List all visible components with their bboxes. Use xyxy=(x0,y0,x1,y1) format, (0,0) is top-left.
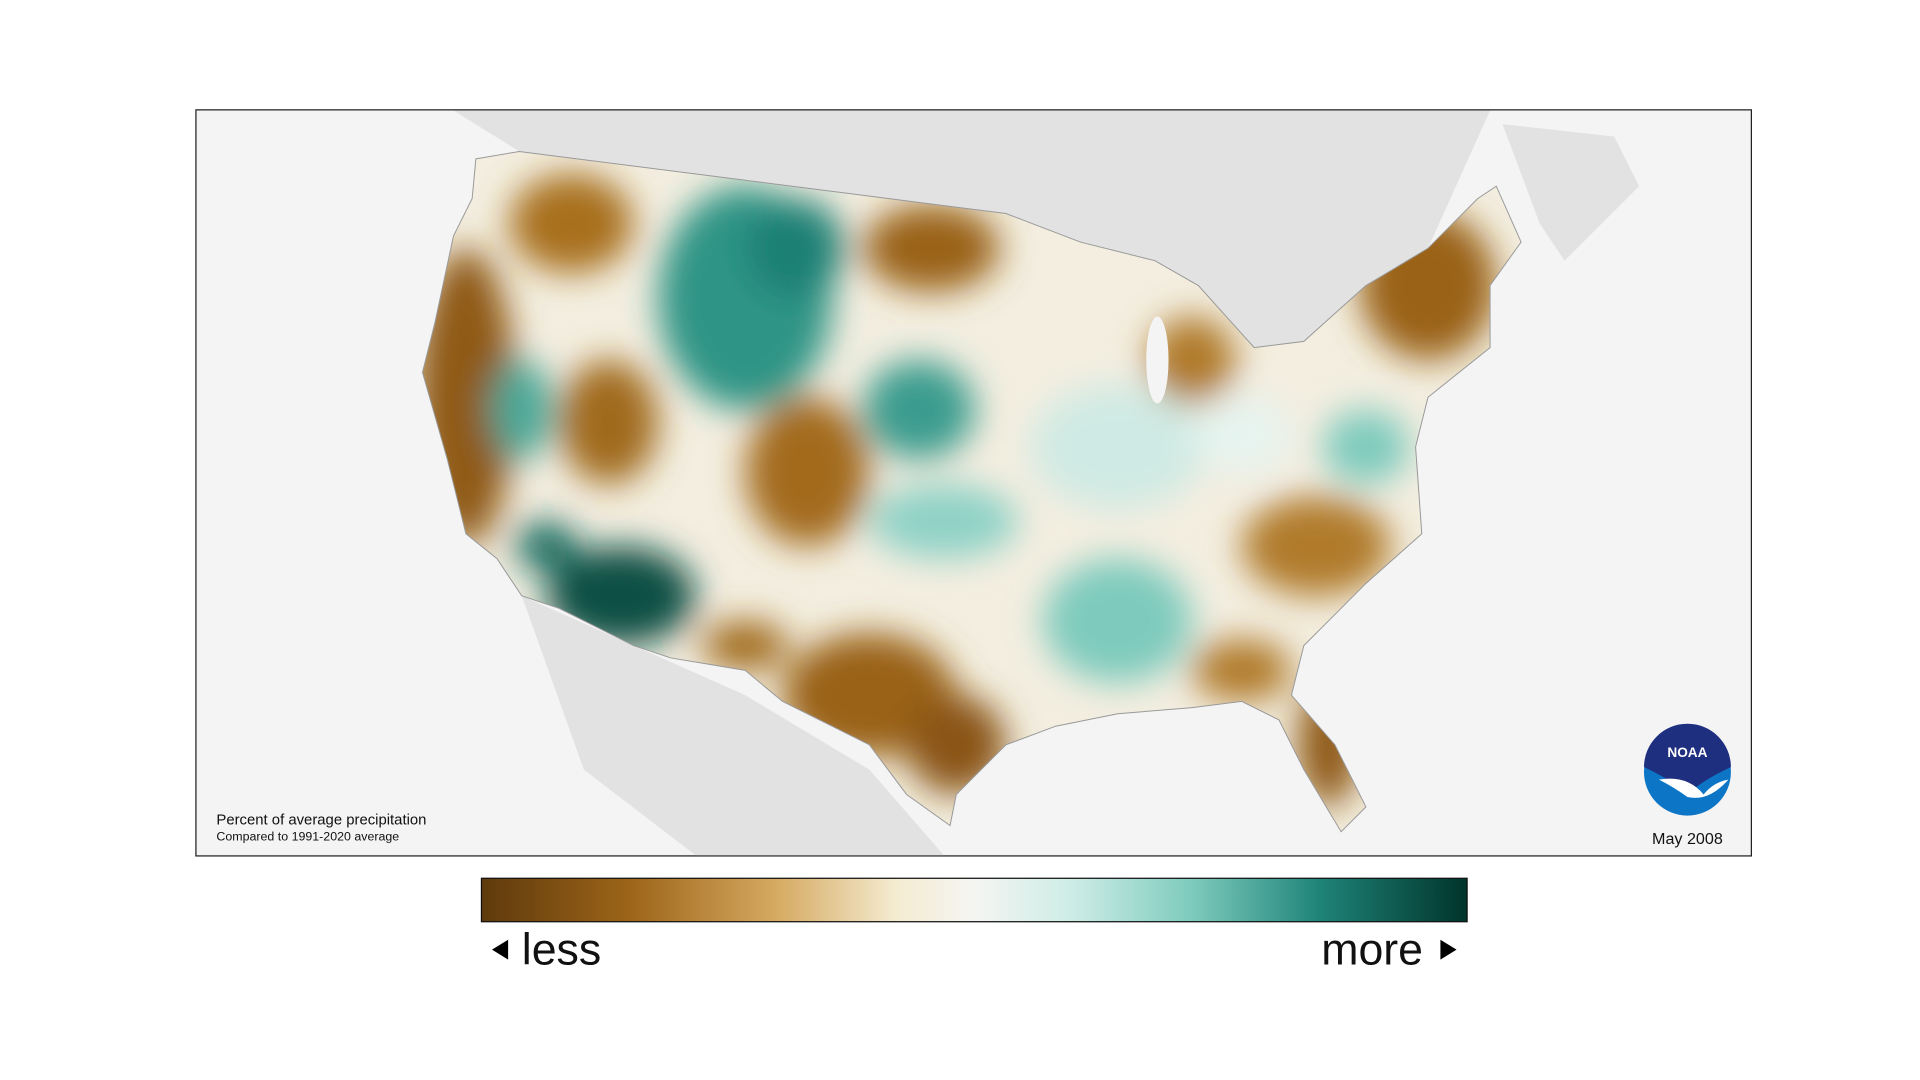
arrow-right xyxy=(1440,939,1457,960)
basemap xyxy=(453,110,1640,856)
colorbar xyxy=(480,877,1468,923)
legend-high: more xyxy=(1321,926,1423,975)
date-label: May 2008 xyxy=(1652,830,1723,848)
logo-text: NOAA xyxy=(1667,745,1707,760)
arrow-left xyxy=(492,939,509,960)
caption-subtitle: Compared to 1991-2020 average xyxy=(216,829,399,843)
legend-low: less xyxy=(522,926,601,975)
noaa-logo: NOAA xyxy=(1644,723,1731,816)
caption-title: Percent of average precipitation xyxy=(216,812,426,828)
